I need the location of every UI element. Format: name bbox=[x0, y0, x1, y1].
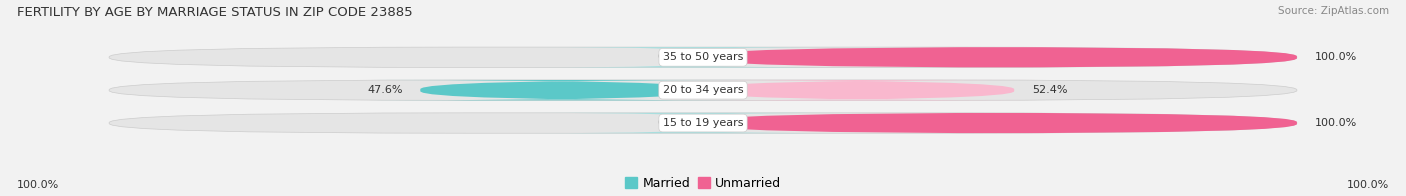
FancyBboxPatch shape bbox=[682, 80, 1036, 100]
Text: Source: ZipAtlas.com: Source: ZipAtlas.com bbox=[1278, 6, 1389, 16]
FancyBboxPatch shape bbox=[110, 47, 1296, 67]
FancyBboxPatch shape bbox=[703, 47, 1296, 67]
Text: 100.0%: 100.0% bbox=[1347, 180, 1389, 190]
Text: 100.0%: 100.0% bbox=[17, 180, 59, 190]
Text: 35 to 50 years: 35 to 50 years bbox=[662, 52, 744, 62]
FancyBboxPatch shape bbox=[524, 47, 852, 67]
Text: 0.0%: 0.0% bbox=[657, 118, 685, 128]
FancyBboxPatch shape bbox=[524, 113, 852, 133]
Text: 15 to 19 years: 15 to 19 years bbox=[662, 118, 744, 128]
Text: 100.0%: 100.0% bbox=[1315, 118, 1357, 128]
FancyBboxPatch shape bbox=[703, 113, 1296, 133]
FancyBboxPatch shape bbox=[110, 113, 1296, 133]
Text: FERTILITY BY AGE BY MARRIAGE STATUS IN ZIP CODE 23885: FERTILITY BY AGE BY MARRIAGE STATUS IN Z… bbox=[17, 6, 412, 19]
Legend: Married, Unmarried: Married, Unmarried bbox=[624, 177, 782, 190]
FancyBboxPatch shape bbox=[110, 80, 1296, 100]
FancyBboxPatch shape bbox=[370, 80, 752, 100]
Text: 52.4%: 52.4% bbox=[1032, 85, 1067, 95]
Text: 0.0%: 0.0% bbox=[657, 52, 685, 62]
Text: 100.0%: 100.0% bbox=[1315, 52, 1357, 62]
Text: 20 to 34 years: 20 to 34 years bbox=[662, 85, 744, 95]
Text: 47.6%: 47.6% bbox=[367, 85, 402, 95]
